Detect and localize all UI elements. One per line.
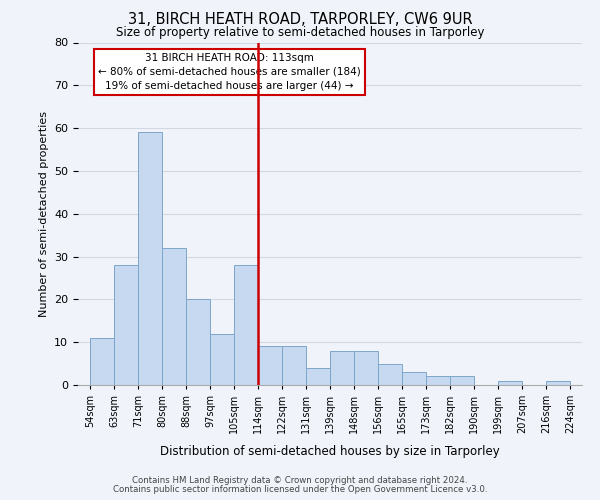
Bar — [378, 364, 402, 385]
Bar — [330, 351, 354, 385]
Text: Contains public sector information licensed under the Open Government Licence v3: Contains public sector information licen… — [113, 485, 487, 494]
Bar — [282, 346, 306, 385]
Bar — [546, 380, 570, 385]
Y-axis label: Number of semi-detached properties: Number of semi-detached properties — [38, 111, 49, 317]
Bar — [186, 300, 210, 385]
Bar — [234, 265, 258, 385]
Bar — [450, 376, 474, 385]
Text: Size of property relative to semi-detached houses in Tarporley: Size of property relative to semi-detach… — [116, 26, 484, 39]
Bar — [210, 334, 234, 385]
Bar — [426, 376, 450, 385]
Bar — [498, 380, 522, 385]
Text: 31, BIRCH HEATH ROAD, TARPORLEY, CW6 9UR: 31, BIRCH HEATH ROAD, TARPORLEY, CW6 9UR — [128, 12, 472, 28]
Bar — [258, 346, 282, 385]
Bar — [138, 132, 162, 385]
Bar — [162, 248, 186, 385]
Text: Contains HM Land Registry data © Crown copyright and database right 2024.: Contains HM Land Registry data © Crown c… — [132, 476, 468, 485]
X-axis label: Distribution of semi-detached houses by size in Tarporley: Distribution of semi-detached houses by … — [160, 444, 500, 458]
Bar — [354, 351, 378, 385]
Bar — [306, 368, 330, 385]
Bar — [90, 338, 114, 385]
Bar — [402, 372, 426, 385]
Text: 31 BIRCH HEATH ROAD: 113sqm
← 80% of semi-detached houses are smaller (184)
19% : 31 BIRCH HEATH ROAD: 113sqm ← 80% of sem… — [98, 53, 361, 91]
Bar — [114, 265, 138, 385]
